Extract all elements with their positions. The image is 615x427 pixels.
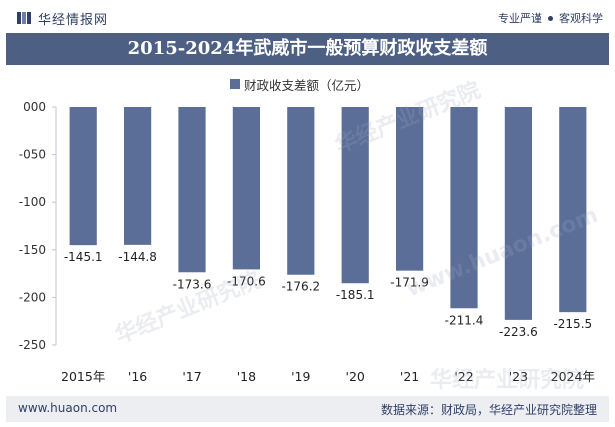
bar <box>396 107 424 271</box>
x-tick-label: '21 <box>400 369 419 384</box>
y-tick-label: -200 <box>19 290 46 304</box>
footer: www.huaon.com 数据来源：财政局，华经产业研究院整理 <box>6 396 609 422</box>
x-tick-label: '16 <box>128 369 147 384</box>
data-label: -145.1 <box>64 250 103 264</box>
data-label: -171.9 <box>390 276 429 290</box>
bullet-dot-icon <box>548 15 553 21</box>
y-tick-label: -150 <box>19 243 46 257</box>
bar <box>287 107 315 275</box>
bar <box>504 107 532 320</box>
data-label: -144.8 <box>118 250 157 264</box>
y-tick-label: -100 <box>19 195 46 209</box>
x-tick-label: 2024年 <box>551 369 595 384</box>
brand-name: 华经情报网 <box>38 12 109 28</box>
huajing-logo-icon <box>17 12 31 24</box>
bar <box>124 107 152 245</box>
data-label: -211.4 <box>445 313 484 327</box>
data-label: -185.1 <box>336 288 375 302</box>
legend-label: 财政收支差额（亿元） <box>244 77 370 93</box>
y-tick-label: -050 <box>19 148 46 162</box>
chart-title: 2015-2024年武威市一般预算财政收支差额 <box>6 33 609 65</box>
x-tick-label: '22 <box>454 369 473 384</box>
bar <box>178 107 206 273</box>
x-tick-label: '17 <box>182 369 201 384</box>
legend-swatch <box>230 79 240 89</box>
x-tick-label: '20 <box>346 369 365 384</box>
footer-source: 数据来源：财政局，华经产业研究院整理 <box>380 403 597 417</box>
y-tick-label: -250 <box>19 338 46 352</box>
bar <box>450 107 478 309</box>
chart-legend: 财政收支差额（亿元） <box>230 76 370 93</box>
slogan-right: 客观科学 <box>559 12 603 25</box>
footer-url[interactable]: www.huaon.com <box>18 401 118 415</box>
bar-chart: 000 -050 -100 -150 -200 -250 -145.1 2015年 -144.8… <box>19 100 595 384</box>
brand[interactable]: 华经情报网 <box>16 9 109 28</box>
bar <box>232 107 260 270</box>
x-tick-label: '19 <box>291 369 310 384</box>
x-tick-label: '18 <box>237 369 256 384</box>
data-label: -173.6 <box>173 277 212 291</box>
bar <box>341 107 369 284</box>
data-label: -223.6 <box>499 325 538 339</box>
slogan-left: 专业严谨 <box>498 12 542 25</box>
x-tick-label: '23 <box>509 369 528 384</box>
bar <box>559 107 587 313</box>
y-tick-label: 000 <box>23 100 46 114</box>
chart-area: 财政收支差额（亿元） 000 -050 -100 -150 -200 -250 -145.1… <box>0 65 615 395</box>
slogan: 专业严谨 客观科学 <box>498 10 603 26</box>
data-label: -176.2 <box>281 280 320 294</box>
x-tick-label: 2015年 <box>61 369 105 384</box>
data-label: -215.5 <box>553 317 592 331</box>
data-label: -170.6 <box>227 274 266 288</box>
bar <box>69 107 97 246</box>
header-bar: 华经情报网 专业严谨 客观科学 <box>0 0 615 36</box>
